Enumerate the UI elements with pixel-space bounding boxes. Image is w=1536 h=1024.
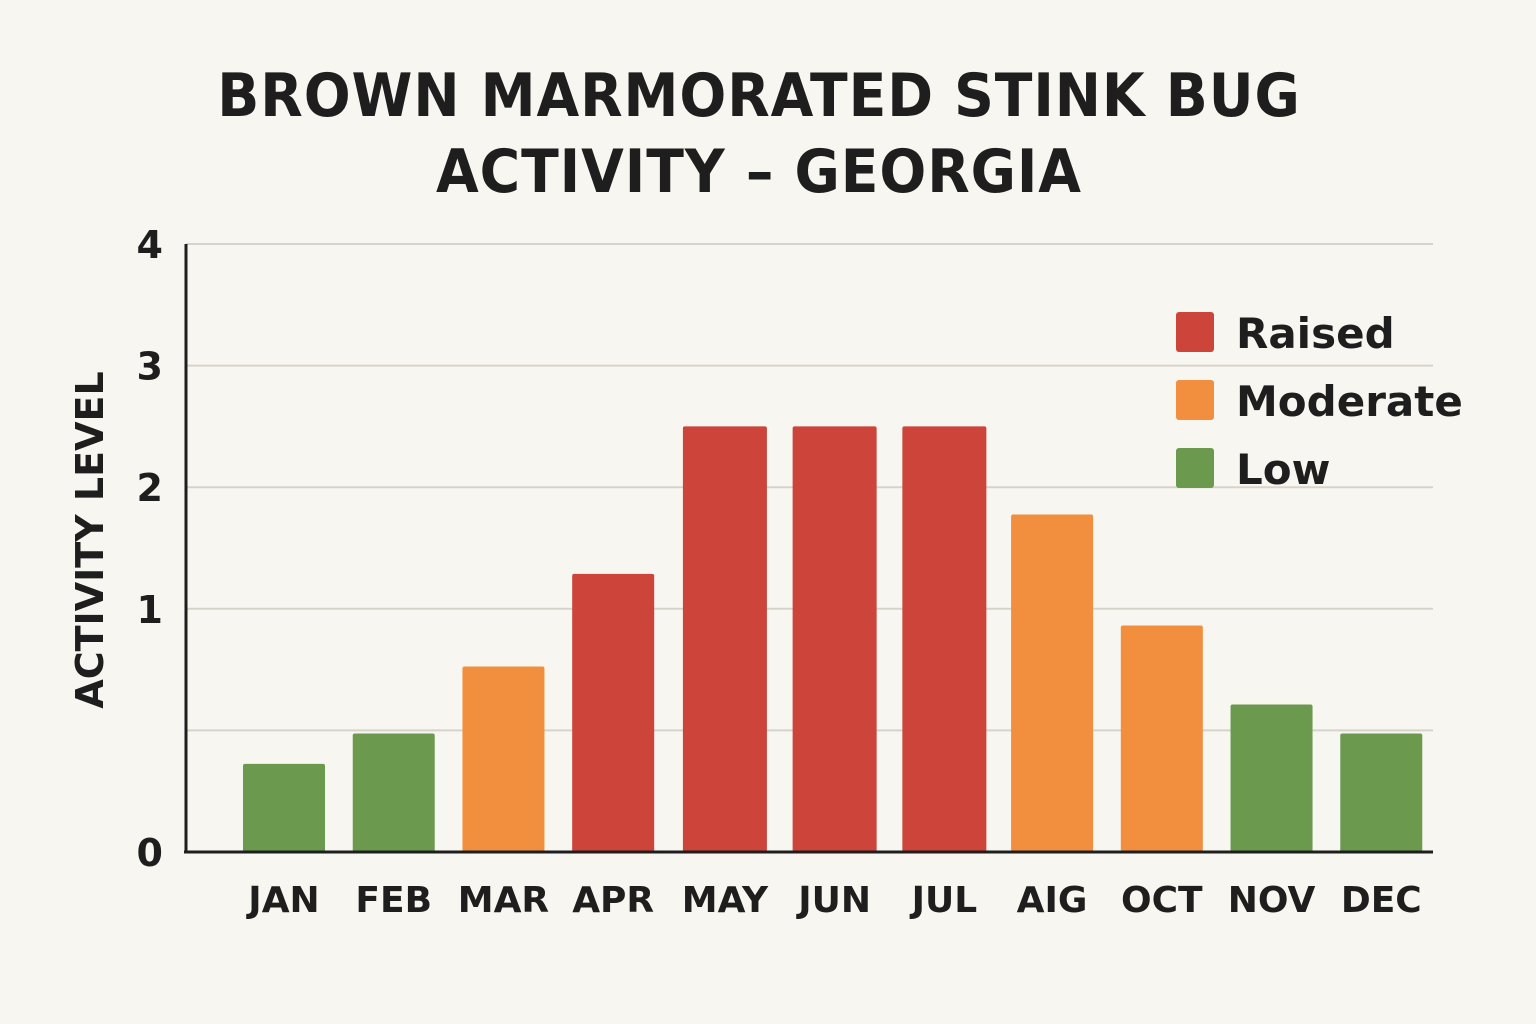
x-tick-label: MAY — [682, 880, 769, 921]
x-tick-label: OCT — [1121, 880, 1203, 921]
x-tick-label: JAN — [245, 880, 319, 921]
chart-title-line-2: ACTIVITY – GEORGIA — [436, 137, 1082, 207]
bar-apr — [572, 573, 655, 852]
bar-may — [682, 426, 767, 852]
legend-label-moderate: Moderate — [1236, 377, 1463, 426]
y-tick-label: 4 — [137, 223, 163, 267]
bar-oct — [1120, 625, 1203, 852]
bar-jun — [792, 426, 877, 852]
x-tick-label: MAR — [458, 880, 549, 921]
y-tick-label: 0 — [137, 831, 163, 875]
bar-nov — [1230, 704, 1313, 852]
x-tick-label: AIG — [1017, 880, 1088, 921]
legend-swatch-raised — [1176, 312, 1214, 352]
y-tick-label: 3 — [137, 345, 163, 389]
chart-title-line-1: BROWN MARMORATED STINK BUG — [217, 61, 1301, 131]
y-tick-label: 1 — [137, 588, 163, 632]
chart-title: BROWN MARMORATED STINK BUG ACTIVITY – GE… — [61, 58, 1458, 210]
x-tick-label: DEC — [1341, 880, 1422, 921]
bar-feb — [352, 733, 435, 852]
x-tick-label: FEB — [355, 880, 432, 921]
x-tick-label: APR — [572, 880, 654, 921]
legend-swatch-low — [1176, 448, 1214, 488]
x-tick-label: JUL — [909, 880, 978, 921]
bar-mar — [462, 666, 545, 852]
bar-jul — [902, 426, 987, 852]
legend-label-raised: Raised — [1236, 309, 1395, 358]
x-tick-label: JUN — [795, 880, 871, 921]
legend-swatch-moderate — [1176, 380, 1214, 420]
bar-aig — [1011, 514, 1094, 852]
bar-dec — [1340, 733, 1423, 852]
legend-label-low: Low — [1236, 445, 1330, 494]
bar-jan — [243, 763, 325, 852]
y-tick-label: 2 — [137, 466, 163, 510]
x-tick-label: NOV — [1228, 880, 1316, 921]
y-axis-title: ACTIVITY LEVEL — [68, 371, 112, 708]
